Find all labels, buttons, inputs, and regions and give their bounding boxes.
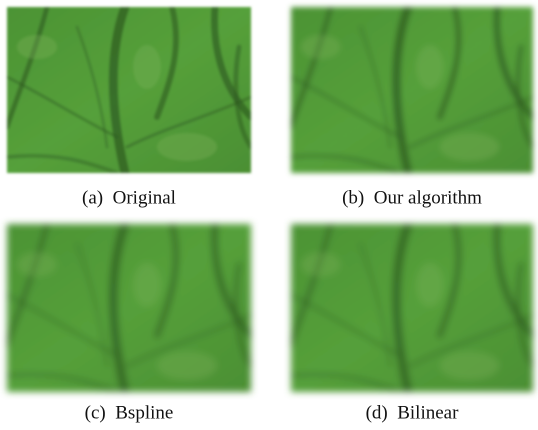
page: (a) Original (b) Our algorithm (c) Bspli… xyxy=(0,0,538,430)
caption: (c) Bspline xyxy=(85,402,174,423)
panel-c: (c) Bspline xyxy=(7,224,251,423)
caption: (b) Our algorithm xyxy=(342,187,482,208)
panel-d: (d) Bilinear xyxy=(291,224,533,423)
panel-b: (b) Our algorithm xyxy=(291,7,533,208)
figure: (a) Original (b) Our algorithm (c) Bspli… xyxy=(0,0,538,430)
image xyxy=(7,224,251,392)
caption: (d) Bilinear xyxy=(366,402,460,423)
panel-a: (a) Original xyxy=(7,7,251,208)
image xyxy=(291,7,533,173)
caption: (a) Original xyxy=(82,187,176,208)
image xyxy=(7,7,251,173)
image xyxy=(291,224,533,392)
